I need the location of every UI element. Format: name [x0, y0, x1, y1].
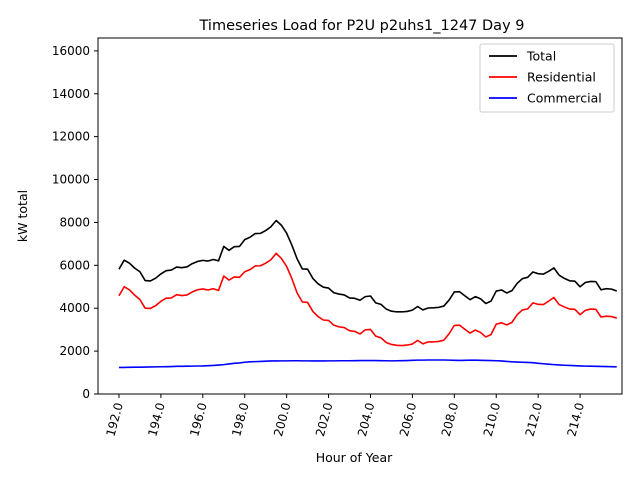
series-layer: [118, 219, 618, 369]
series-line-total: [118, 219, 618, 313]
legend-label-commercial: Commercial: [527, 91, 602, 106]
y-tick-label: 6000: [59, 258, 90, 272]
y-tick-label: 8000: [59, 215, 90, 229]
series-line-residential: [118, 252, 617, 347]
legend: Total Residential Commercial: [479, 43, 615, 113]
y-tick-label: 0: [82, 387, 90, 401]
chart-title: Timeseries Load for P2U p2uhs1_1247 Day …: [199, 18, 525, 34]
legend-label-total: Total: [526, 49, 556, 64]
legend-box: [479, 43, 615, 113]
y-tick-label: 16000: [52, 44, 90, 58]
y-axis: 0 2000 4000 6000 8000 10000 12000 14000 16000: [52, 44, 98, 401]
legend-label-residential: Residential: [527, 70, 596, 85]
y-tick-label: 4000: [59, 301, 90, 315]
series-line-commercial: [118, 359, 617, 369]
y-tick-label: 10000: [52, 173, 90, 187]
y-tick-label: 12000: [52, 130, 90, 144]
y-tick-label: 14000: [52, 87, 90, 101]
y-tick-label: 2000: [59, 344, 90, 358]
x-axis-label: Hour of Year: [316, 450, 393, 465]
y-axis-label: kW total: [15, 190, 30, 242]
plot-frame: [97, 37, 623, 395]
